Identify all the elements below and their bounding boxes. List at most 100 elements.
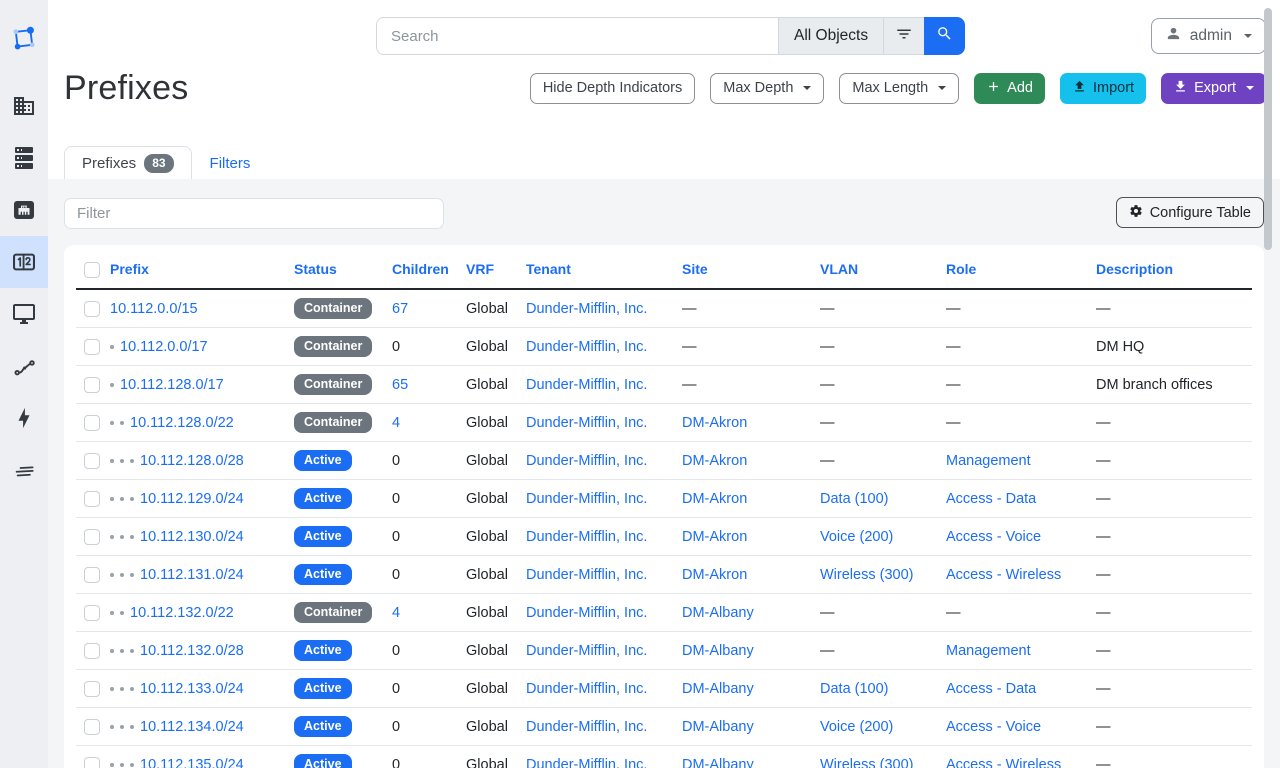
sidebar-item-virtualization[interactable] — [0, 288, 48, 340]
column-header-children[interactable]: Children — [392, 261, 449, 277]
site-link[interactable]: DM-Albany — [682, 680, 754, 697]
tenant-link[interactable]: Dunder-Mifflin, Inc. — [526, 642, 648, 659]
role-link[interactable]: Access - Wireless — [946, 566, 1062, 583]
row-checkbox[interactable] — [84, 300, 100, 317]
children-link[interactable]: 4 — [392, 604, 401, 621]
prefix-link[interactable]: 10.112.133.0/24 — [140, 680, 244, 697]
role-link[interactable]: Access - Voice — [946, 718, 1042, 735]
search-filter-button[interactable] — [883, 17, 925, 55]
sidebar-item-organization[interactable] — [0, 80, 48, 132]
vlan-link[interactable]: Voice (200) — [820, 528, 894, 545]
role-link[interactable]: Access - Wireless — [946, 756, 1062, 768]
sidebar-item-ipam[interactable] — [0, 236, 48, 288]
vlan-link[interactable]: Voice (200) — [820, 718, 894, 735]
user-menu-dropdown[interactable]: admin — [1150, 18, 1266, 54]
children-link[interactable]: 4 — [392, 414, 401, 431]
prefix-link[interactable]: 10.112.134.0/24 — [140, 718, 244, 735]
tenant-link[interactable]: Dunder-Mifflin, Inc. — [526, 680, 648, 697]
tenant-link[interactable]: Dunder-Mifflin, Inc. — [526, 490, 648, 507]
export-dropdown[interactable]: Export — [1161, 72, 1266, 104]
sidebar-item-netbox-logo[interactable] — [0, 6, 48, 72]
vlan-link[interactable]: Wireless (300) — [820, 756, 914, 768]
max-depth-dropdown[interactable]: Max Depth — [710, 72, 825, 104]
row-checkbox[interactable] — [84, 642, 100, 659]
prefix-link[interactable]: 10.112.128.0/22 — [130, 414, 234, 431]
site-link[interactable]: DM-Akron — [682, 566, 748, 583]
column-header-description[interactable]: Description — [1096, 261, 1174, 277]
scrollbar-thumb[interactable] — [1264, 8, 1272, 250]
site-link[interactable]: DM-Albany — [682, 642, 754, 659]
search-scope-button[interactable]: All Objects — [778, 17, 884, 55]
row-checkbox[interactable] — [84, 566, 100, 583]
vlan-link[interactable]: Data (100) — [820, 680, 889, 697]
sidebar-item-power[interactable] — [0, 392, 48, 444]
vlan-link[interactable]: Wireless (300) — [820, 566, 914, 583]
table-filter-input[interactable] — [64, 198, 444, 229]
row-checkbox[interactable] — [84, 338, 100, 355]
row-checkbox[interactable] — [84, 490, 100, 507]
column-header-site[interactable]: Site — [682, 261, 708, 277]
configure-table-button[interactable]: Configure Table — [1115, 197, 1264, 228]
children-link[interactable]: 65 — [392, 376, 409, 393]
max-length-dropdown[interactable]: Max Length — [839, 72, 960, 104]
role-link[interactable]: Access - Data — [946, 490, 1037, 507]
role-link[interactable]: Access - Data — [946, 680, 1037, 697]
tab-prefixes[interactable]: Prefixes 83 — [64, 146, 192, 180]
tenant-link[interactable]: Dunder-Mifflin, Inc. — [526, 718, 648, 735]
column-header-prefix[interactable]: Prefix — [110, 261, 149, 277]
column-header-vrf[interactable]: VRF — [466, 261, 494, 277]
row-checkbox[interactable] — [84, 718, 100, 735]
column-header-role[interactable]: Role — [946, 261, 977, 277]
row-checkbox[interactable] — [84, 680, 100, 697]
role-link[interactable]: Management — [946, 642, 1031, 659]
prefix-link[interactable]: 10.112.135.0/24 — [140, 756, 244, 768]
tenant-link[interactable]: Dunder-Mifflin, Inc. — [526, 414, 648, 431]
add-button[interactable]: Add — [974, 72, 1045, 104]
tenant-link[interactable]: Dunder-Mifflin, Inc. — [526, 604, 648, 621]
column-header-status[interactable]: Status — [294, 261, 337, 277]
site-link[interactable]: DM-Akron — [682, 414, 748, 431]
tenant-link[interactable]: Dunder-Mifflin, Inc. — [526, 452, 648, 469]
prefix-link[interactable]: 10.112.130.0/24 — [140, 528, 244, 545]
tenant-link[interactable]: Dunder-Mifflin, Inc. — [526, 528, 648, 545]
tenant-link[interactable]: Dunder-Mifflin, Inc. — [526, 376, 648, 393]
prefix-link[interactable]: 10.112.0.0/17 — [120, 338, 208, 355]
site-link[interactable]: DM-Akron — [682, 490, 748, 507]
prefix-link[interactable]: 10.112.128.0/17 — [120, 376, 224, 393]
tab-filters[interactable]: Filters — [192, 146, 269, 180]
sidebar-item-connections[interactable] — [0, 184, 48, 236]
prefix-link[interactable]: 10.112.129.0/24 — [140, 490, 244, 507]
site-link[interactable]: DM-Akron — [682, 528, 748, 545]
prefix-link[interactable]: 10.112.128.0/28 — [140, 452, 244, 469]
select-all-checkbox[interactable] — [84, 261, 100, 278]
column-header-tenant[interactable]: Tenant — [526, 261, 571, 277]
site-link[interactable]: DM-Akron — [682, 452, 748, 469]
site-link[interactable]: DM-Albany — [682, 756, 754, 768]
row-checkbox[interactable] — [84, 528, 100, 545]
sidebar-item-circuits[interactable] — [0, 340, 48, 392]
row-checkbox[interactable] — [84, 376, 100, 393]
site-link[interactable]: DM-Albany — [682, 604, 754, 621]
prefix-link[interactable]: 10.112.132.0/22 — [130, 604, 234, 621]
search-submit-button[interactable] — [924, 17, 966, 55]
tenant-link[interactable]: Dunder-Mifflin, Inc. — [526, 756, 648, 768]
row-checkbox[interactable] — [84, 452, 100, 469]
row-checkbox[interactable] — [84, 414, 100, 431]
role-link[interactable]: Access - Voice — [946, 528, 1042, 545]
row-checkbox[interactable] — [84, 604, 100, 621]
prefix-link[interactable]: 10.112.0.0/15 — [110, 300, 198, 317]
tenant-link[interactable]: Dunder-Mifflin, Inc. — [526, 338, 648, 355]
hide-depth-indicators-button[interactable]: Hide Depth Indicators — [529, 72, 696, 104]
sidebar-item-misc[interactable] — [0, 444, 48, 496]
tenant-link[interactable]: Dunder-Mifflin, Inc. — [526, 300, 648, 317]
search-input[interactable] — [376, 17, 778, 55]
column-header-vlan[interactable]: VLAN — [820, 261, 859, 277]
row-checkbox[interactable] — [84, 756, 100, 768]
tenant-link[interactable]: Dunder-Mifflin, Inc. — [526, 566, 648, 583]
sidebar-item-devices[interactable] — [0, 132, 48, 184]
import-button[interactable]: Import — [1059, 72, 1147, 104]
vlan-link[interactable]: Data (100) — [820, 490, 889, 507]
site-link[interactable]: DM-Albany — [682, 718, 754, 735]
prefix-link[interactable]: 10.112.132.0/28 — [140, 642, 244, 659]
prefix-link[interactable]: 10.112.131.0/24 — [140, 566, 244, 583]
